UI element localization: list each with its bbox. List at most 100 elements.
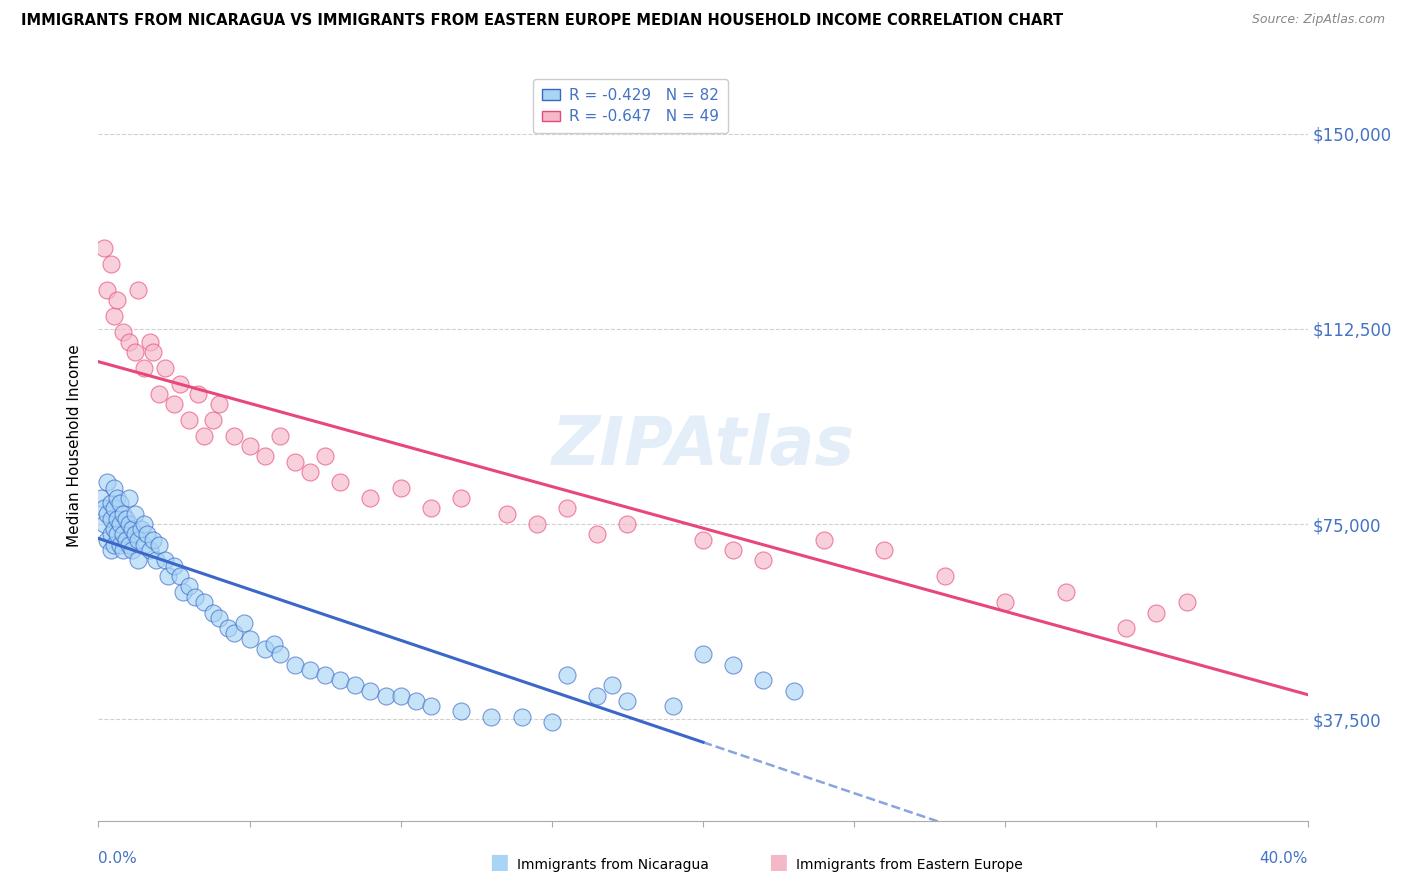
Point (111, 507, 134, 521)
Point (187, 387, 209, 401)
Point (184, 590, 207, 604)
Point (813, 533, 835, 547)
Point (135, 527, 157, 541)
Point (299, 663, 322, 677)
Text: Immigrants from Eastern Europe: Immigrants from Eastern Europe (796, 858, 1022, 872)
Point (153, 361, 176, 376)
Point (172, 584, 194, 599)
Point (100, 527, 122, 541)
Point (752, 553, 775, 567)
Point (124, 345, 146, 359)
Point (269, 428, 291, 442)
Point (284, 455, 307, 469)
Point (661, 699, 683, 714)
Point (108, 496, 131, 510)
Point (96, 475, 118, 490)
Point (103, 501, 125, 516)
Point (105, 527, 128, 541)
Point (616, 517, 638, 532)
Point (224, 428, 246, 442)
Point (169, 376, 191, 391)
Point (314, 450, 336, 464)
Point (139, 334, 162, 349)
Point (148, 538, 170, 552)
Point (783, 683, 806, 698)
Point (100, 543, 122, 558)
Point (405, 694, 427, 708)
Point (450, 705, 472, 719)
Point (1115, 621, 1137, 635)
Point (202, 606, 225, 620)
Point (239, 632, 262, 646)
Point (208, 611, 231, 625)
Point (127, 533, 149, 547)
Point (96, 283, 118, 297)
Text: Source: ZipAtlas.com: Source: ZipAtlas.com (1251, 13, 1385, 27)
Point (90, 491, 112, 505)
Point (420, 699, 443, 714)
Point (93, 517, 115, 532)
Text: 0.0%: 0.0% (98, 851, 138, 866)
Point (96, 533, 118, 547)
Point (1175, 595, 1198, 609)
Point (723, 543, 745, 558)
Point (100, 512, 122, 526)
Point (232, 615, 254, 630)
Point (224, 626, 246, 640)
Point (105, 512, 128, 526)
Point (374, 689, 396, 703)
Point (344, 678, 367, 692)
Text: IMMIGRANTS FROM NICARAGUA VS IMMIGRANTS FROM EASTERN EUROPE MEDIAN HOUSEHOLD INC: IMMIGRANTS FROM NICARAGUA VS IMMIGRANTS … (21, 13, 1063, 29)
Point (132, 517, 155, 532)
Point (153, 553, 176, 567)
Point (450, 491, 472, 505)
Point (179, 413, 201, 427)
Point (263, 637, 285, 651)
Point (526, 517, 548, 532)
Point (481, 709, 503, 723)
Text: 40.0%: 40.0% (1260, 851, 1308, 866)
Point (105, 293, 128, 308)
Point (105, 491, 128, 505)
Text: ■: ■ (489, 853, 509, 872)
Point (420, 501, 443, 516)
Point (121, 543, 143, 558)
Point (93, 241, 115, 255)
Point (111, 325, 134, 339)
Point (163, 397, 186, 411)
Point (253, 642, 276, 657)
Point (93, 501, 115, 516)
Point (239, 439, 262, 453)
Point (586, 527, 609, 541)
Point (299, 465, 322, 479)
Point (208, 397, 231, 411)
Point (118, 491, 141, 505)
Point (129, 522, 152, 536)
Point (145, 553, 167, 567)
Point (360, 491, 382, 505)
Point (100, 496, 122, 510)
Legend: R = -0.429   N = 82, R = -0.647   N = 49: R = -0.429 N = 82, R = -0.647 N = 49 (533, 79, 728, 134)
Point (269, 647, 291, 661)
Point (103, 309, 125, 323)
Point (114, 512, 136, 526)
Point (193, 428, 215, 442)
Point (111, 543, 134, 558)
Point (329, 673, 352, 688)
Point (111, 527, 134, 541)
Point (108, 538, 131, 552)
Point (132, 361, 155, 376)
Point (495, 507, 517, 521)
Point (103, 538, 125, 552)
Point (118, 538, 141, 552)
Point (121, 522, 143, 536)
Point (127, 283, 149, 297)
Point (179, 580, 201, 594)
Point (96, 507, 118, 521)
Point (692, 647, 714, 661)
Text: Immigrants from Nicaragua: Immigrants from Nicaragua (517, 858, 709, 872)
Point (1054, 584, 1077, 599)
Point (132, 538, 155, 552)
Point (148, 387, 170, 401)
Text: ZIPAtlas: ZIPAtlas (551, 413, 855, 479)
